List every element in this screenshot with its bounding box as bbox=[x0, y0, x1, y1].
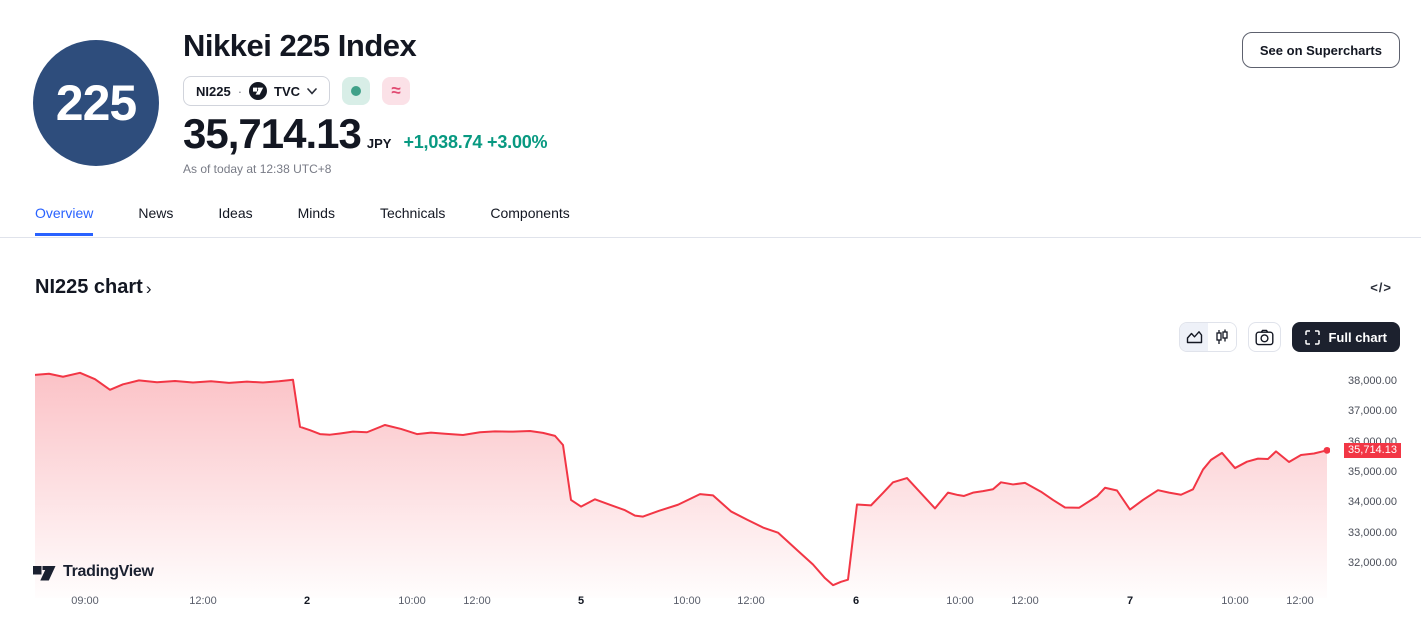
candles-chart-type-button[interactable] bbox=[1208, 323, 1237, 351]
as-of-timestamp: As of today at 12:38 UTC+8 bbox=[183, 162, 332, 176]
y-axis-label: 32,000.00 bbox=[1348, 556, 1397, 569]
tradingview-logo-icon bbox=[33, 565, 56, 580]
x-axis-label: 09:00 bbox=[71, 595, 99, 607]
symbol-logo: 225 bbox=[33, 40, 159, 166]
market-open-dot-icon bbox=[351, 86, 362, 96]
x-axis-label: 2 bbox=[303, 595, 311, 607]
tab-ideas[interactable]: Ideas bbox=[218, 205, 253, 221]
tab-overview[interactable]: Overview bbox=[35, 205, 94, 236]
chart-type-switcher bbox=[1179, 322, 1238, 352]
y-axis-label: 35,000.00 bbox=[1348, 465, 1397, 478]
symbol-code: NI225 bbox=[196, 83, 231, 99]
snapshot-button[interactable] bbox=[1248, 322, 1282, 352]
delayed-data-badge[interactable]: ≈ bbox=[382, 77, 411, 105]
x-axis-label: 12:00 bbox=[737, 595, 765, 607]
tab-components[interactable]: Components bbox=[490, 205, 570, 221]
y-axis-label: 33,000.00 bbox=[1348, 526, 1397, 539]
x-axis-label: 6 bbox=[852, 595, 860, 607]
separator-dot: · bbox=[237, 83, 243, 99]
full-chart-label: Full chart bbox=[1328, 329, 1387, 345]
page-title: Nikkei 225 Index bbox=[183, 28, 417, 63]
x-axis-label: 10:00 bbox=[398, 595, 426, 607]
symbol-badge-row: NI225 · TVC ≈ bbox=[183, 76, 411, 106]
embed-code-icon[interactable]: </> bbox=[1370, 280, 1392, 295]
y-axis-label: 34,000.00 bbox=[1348, 496, 1397, 509]
tradingview-logo-text: TradingView bbox=[63, 563, 154, 580]
chart-section-link[interactable]: NI225 chart › bbox=[35, 276, 152, 299]
tradingview-exchange-icon bbox=[249, 82, 268, 100]
x-axis-label: 5 bbox=[577, 595, 585, 607]
x-axis-label: 12:00 bbox=[463, 595, 491, 607]
symbol-logo-text: 225 bbox=[55, 75, 137, 131]
chevron-right-icon: › bbox=[145, 278, 152, 298]
last-price: 35,714.13 bbox=[183, 110, 362, 157]
currency-label: JPY bbox=[366, 136, 392, 151]
x-axis-label: 10:00 bbox=[673, 595, 701, 607]
price-change: +1,038.74 +3.00% bbox=[403, 132, 548, 152]
area-chart-type-button[interactable] bbox=[1180, 323, 1209, 351]
chart-section-title: NI225 chart bbox=[35, 276, 143, 298]
chart-toolbar: Full chart bbox=[1179, 322, 1400, 352]
candles-icon bbox=[1216, 329, 1229, 344]
y-axis-label: 37,000.00 bbox=[1348, 405, 1397, 418]
price-chart[interactable] bbox=[34, 360, 1331, 598]
symbol-tabs: Overview News Ideas Minds Technicals Componen… bbox=[35, 205, 570, 236]
price-block: 35,714.13 JPY +1,038.74 +3.00% bbox=[183, 110, 548, 158]
tab-minds[interactable]: Minds bbox=[297, 205, 335, 221]
exchange-code: TVC bbox=[274, 83, 301, 99]
fullscreen-icon bbox=[1305, 329, 1321, 345]
full-chart-button[interactable]: Full chart bbox=[1292, 322, 1400, 352]
market-status-badge[interactable] bbox=[342, 77, 371, 105]
tab-news[interactable]: News bbox=[138, 205, 174, 221]
symbol-switcher[interactable]: NI225 · TVC bbox=[183, 76, 331, 106]
y-axis-label: 38,000.00 bbox=[1348, 375, 1397, 387]
x-axis-label: 10:00 bbox=[946, 595, 974, 607]
tradingview-attribution[interactable]: TradingView bbox=[33, 563, 154, 581]
see-on-supercharts-button[interactable]: See on Supercharts bbox=[1241, 32, 1400, 68]
x-axis-label: 7 bbox=[1126, 595, 1134, 607]
x-axis-label: 10:00 bbox=[1221, 595, 1249, 607]
approx-icon: ≈ bbox=[391, 81, 401, 100]
area-chart-icon bbox=[1186, 331, 1203, 344]
tabs-divider bbox=[0, 237, 1421, 238]
camera-icon bbox=[1255, 329, 1274, 345]
chevron-down-icon bbox=[307, 87, 317, 95]
tab-technicals[interactable]: Technicals bbox=[379, 205, 446, 221]
last-price-tag: 35,714.13 bbox=[1344, 442, 1401, 458]
x-axis-label: 12:00 bbox=[1286, 595, 1314, 607]
x-axis-label: 12:00 bbox=[189, 595, 217, 607]
x-axis-label: 12:00 bbox=[1011, 595, 1039, 607]
